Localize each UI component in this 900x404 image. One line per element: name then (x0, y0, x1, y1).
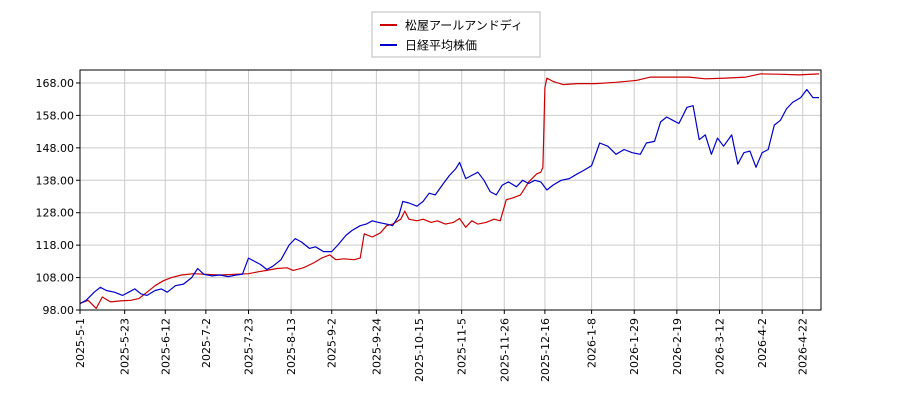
x-tick-label: 2026-2-19 (671, 318, 684, 375)
x-tick-label: 2025-5-1 (74, 318, 87, 368)
y-tick-label: 158.00 (36, 109, 75, 122)
y-tick-label: 138.00 (36, 174, 75, 187)
y-tick-label: 128.00 (36, 207, 75, 220)
x-tick-label: 2026-3-12 (713, 318, 726, 375)
x-tick-label: 2026-4-22 (797, 318, 810, 375)
x-tick-label: 2025-11-26 (498, 318, 511, 382)
x-tick-label: 2025-11-5 (456, 318, 469, 375)
series-line-1 (79, 88, 819, 305)
x-tick-label: 2025-9-24 (370, 318, 383, 375)
x-tick-label: 2025-9-2 (326, 318, 339, 368)
x-tick-label: 2025-10-15 (413, 318, 426, 382)
legend-label-series-0: 松屋アールアンドディ (405, 18, 523, 33)
plot-area-frame (79, 69, 822, 311)
x-tick-label: 2025-8-13 (285, 318, 298, 375)
y-tick-label: 148.00 (36, 142, 75, 155)
y-tick-label: 98.00 (43, 304, 75, 317)
legend-box (371, 11, 541, 58)
series-lines (79, 73, 820, 309)
x-tick-label: 2025-5-23 (119, 318, 132, 375)
y-tick-label: 168.00 (36, 77, 75, 90)
x-tick-label: 2026-1-8 (586, 318, 599, 368)
x-tick-label: 2026-1-29 (628, 318, 641, 375)
series-line-0 (79, 73, 820, 309)
x-tick-label: 2025-6-12 (159, 318, 172, 375)
y-tick-label: 118.00 (36, 239, 75, 252)
x-tick-label: 2025-7-23 (243, 318, 256, 375)
y-axis-ticks: 98.00 108.00 118.00 128.00 138.00 148.00 158.0… (36, 77, 80, 317)
x-axis-ticks: 2025-5-1 2025-5-23 2025-6-12 2025-7-2 2025-7… (74, 310, 810, 382)
x-tick-label: 2025-7-2 (200, 318, 213, 368)
x-tick-label: 2025-12-16 (539, 318, 552, 382)
y-tick-label: 108.00 (36, 272, 75, 285)
x-tick-label: 2026-4-2 (756, 318, 769, 368)
legend: 松屋アールアンドディ 日経平均株価 (371, 11, 541, 58)
legend-label-series-1: 日経平均株価 (405, 38, 477, 53)
